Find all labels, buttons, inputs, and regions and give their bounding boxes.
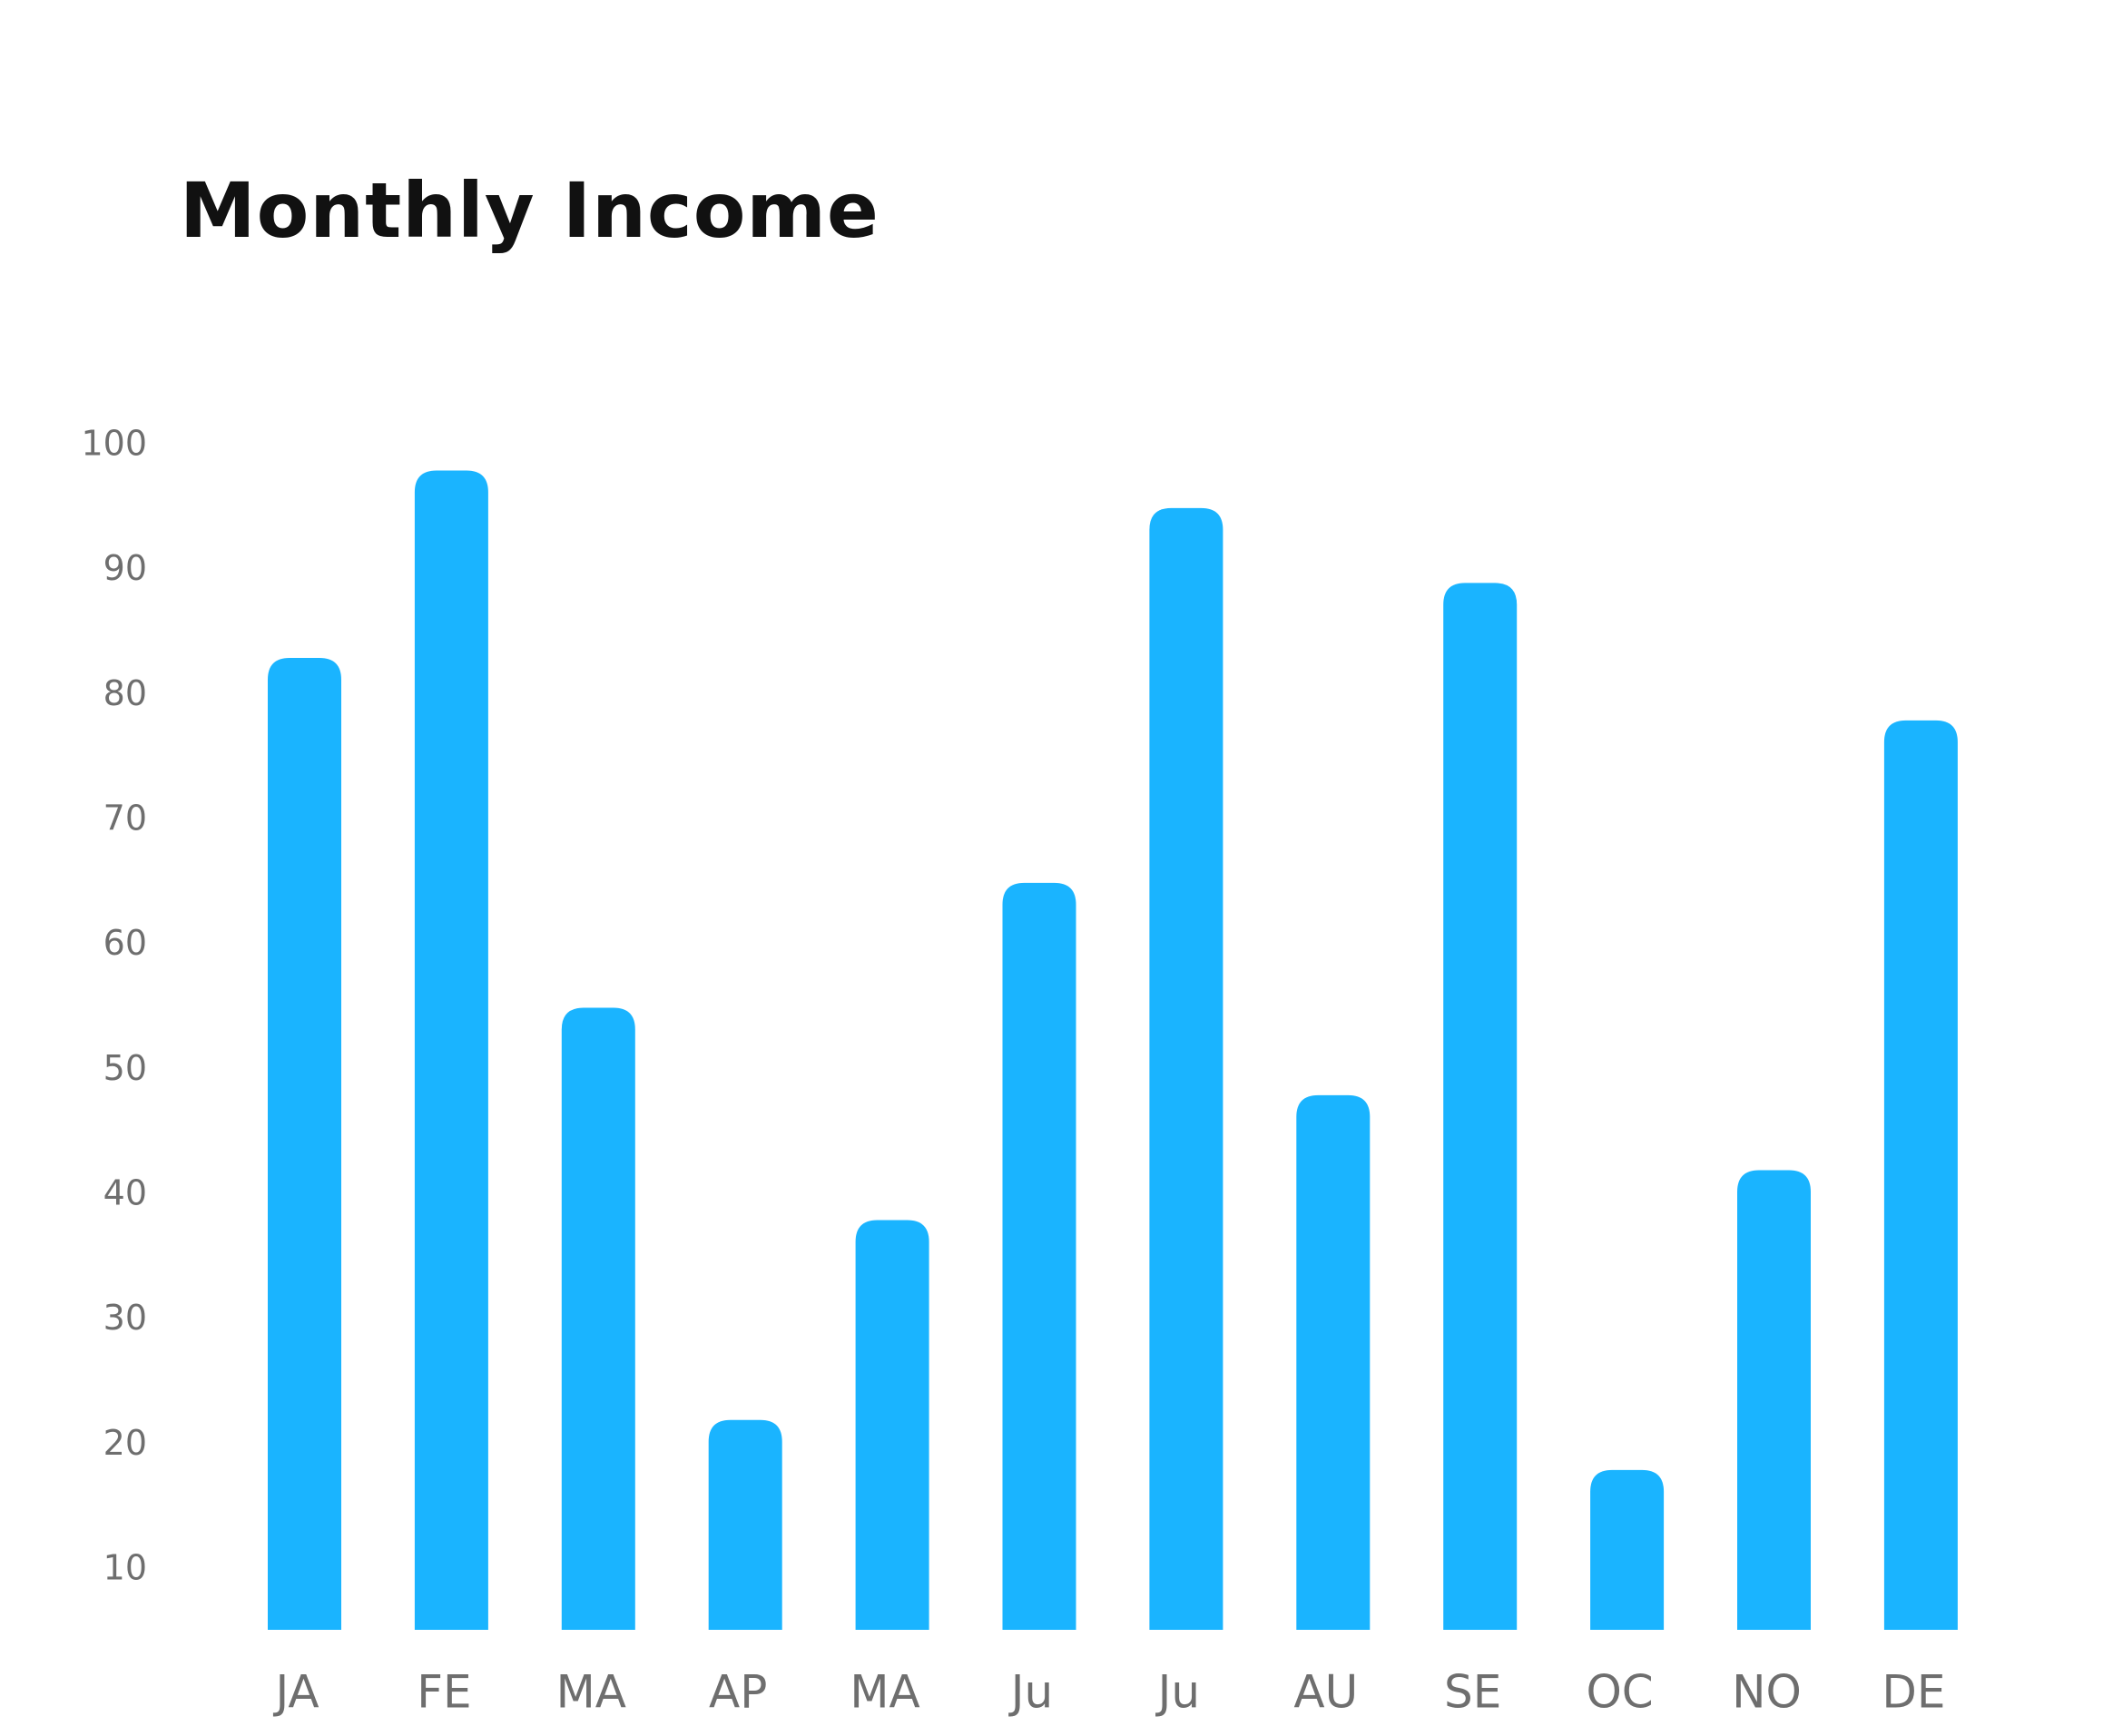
y-tick-label: 90 — [103, 548, 147, 588]
x-category-label: Ju — [1155, 1666, 1200, 1719]
bar-5 — [1002, 882, 1076, 1630]
x-category-label: JA — [272, 1666, 319, 1719]
y-tick-label: 40 — [103, 1173, 147, 1213]
x-category-label: FE — [417, 1666, 471, 1719]
x-axis-labels: JA FE MA AP MA Ju Ju AU SE OC NO DE — [272, 1666, 1945, 1719]
x-category-label: MA — [556, 1666, 626, 1719]
y-tick-label: 50 — [103, 1048, 147, 1088]
bars — [268, 470, 1958, 1631]
x-category-label: AU — [1293, 1666, 1358, 1719]
bar-4 — [855, 1220, 929, 1630]
x-category-label: Ju — [1008, 1666, 1053, 1719]
y-tick-label: 60 — [103, 923, 147, 963]
x-category-label: NO — [1732, 1666, 1802, 1719]
bar-11 — [1883, 720, 1958, 1630]
y-tick-label: 10 — [103, 1548, 147, 1588]
bar-2 — [561, 1007, 635, 1630]
chart-title: Monthly Income — [180, 166, 880, 255]
y-tick-label: 80 — [103, 673, 147, 713]
bar-9 — [1590, 1469, 1665, 1630]
x-category-label: SE — [1444, 1666, 1501, 1719]
bar-7 — [1296, 1094, 1371, 1630]
x-category-label: AP — [709, 1666, 767, 1719]
bar-1 — [414, 470, 488, 1630]
bar-0 — [268, 658, 341, 1630]
x-category-label: OC — [1586, 1666, 1653, 1719]
bar-3 — [708, 1419, 782, 1630]
y-tick-label: 70 — [103, 799, 147, 839]
y-tick-label: 100 — [81, 424, 147, 464]
y-tick-label: 20 — [103, 1423, 147, 1463]
y-tick-label: 30 — [103, 1298, 147, 1338]
y-axis-ticks: 10 20 30 40 50 60 70 80 90 100 — [81, 424, 147, 1588]
bar-6 — [1149, 507, 1223, 1631]
bar-10 — [1737, 1170, 1811, 1630]
x-category-label: MA — [850, 1666, 919, 1719]
x-category-label: DE — [1882, 1666, 1945, 1719]
bar-8 — [1443, 583, 1518, 1630]
